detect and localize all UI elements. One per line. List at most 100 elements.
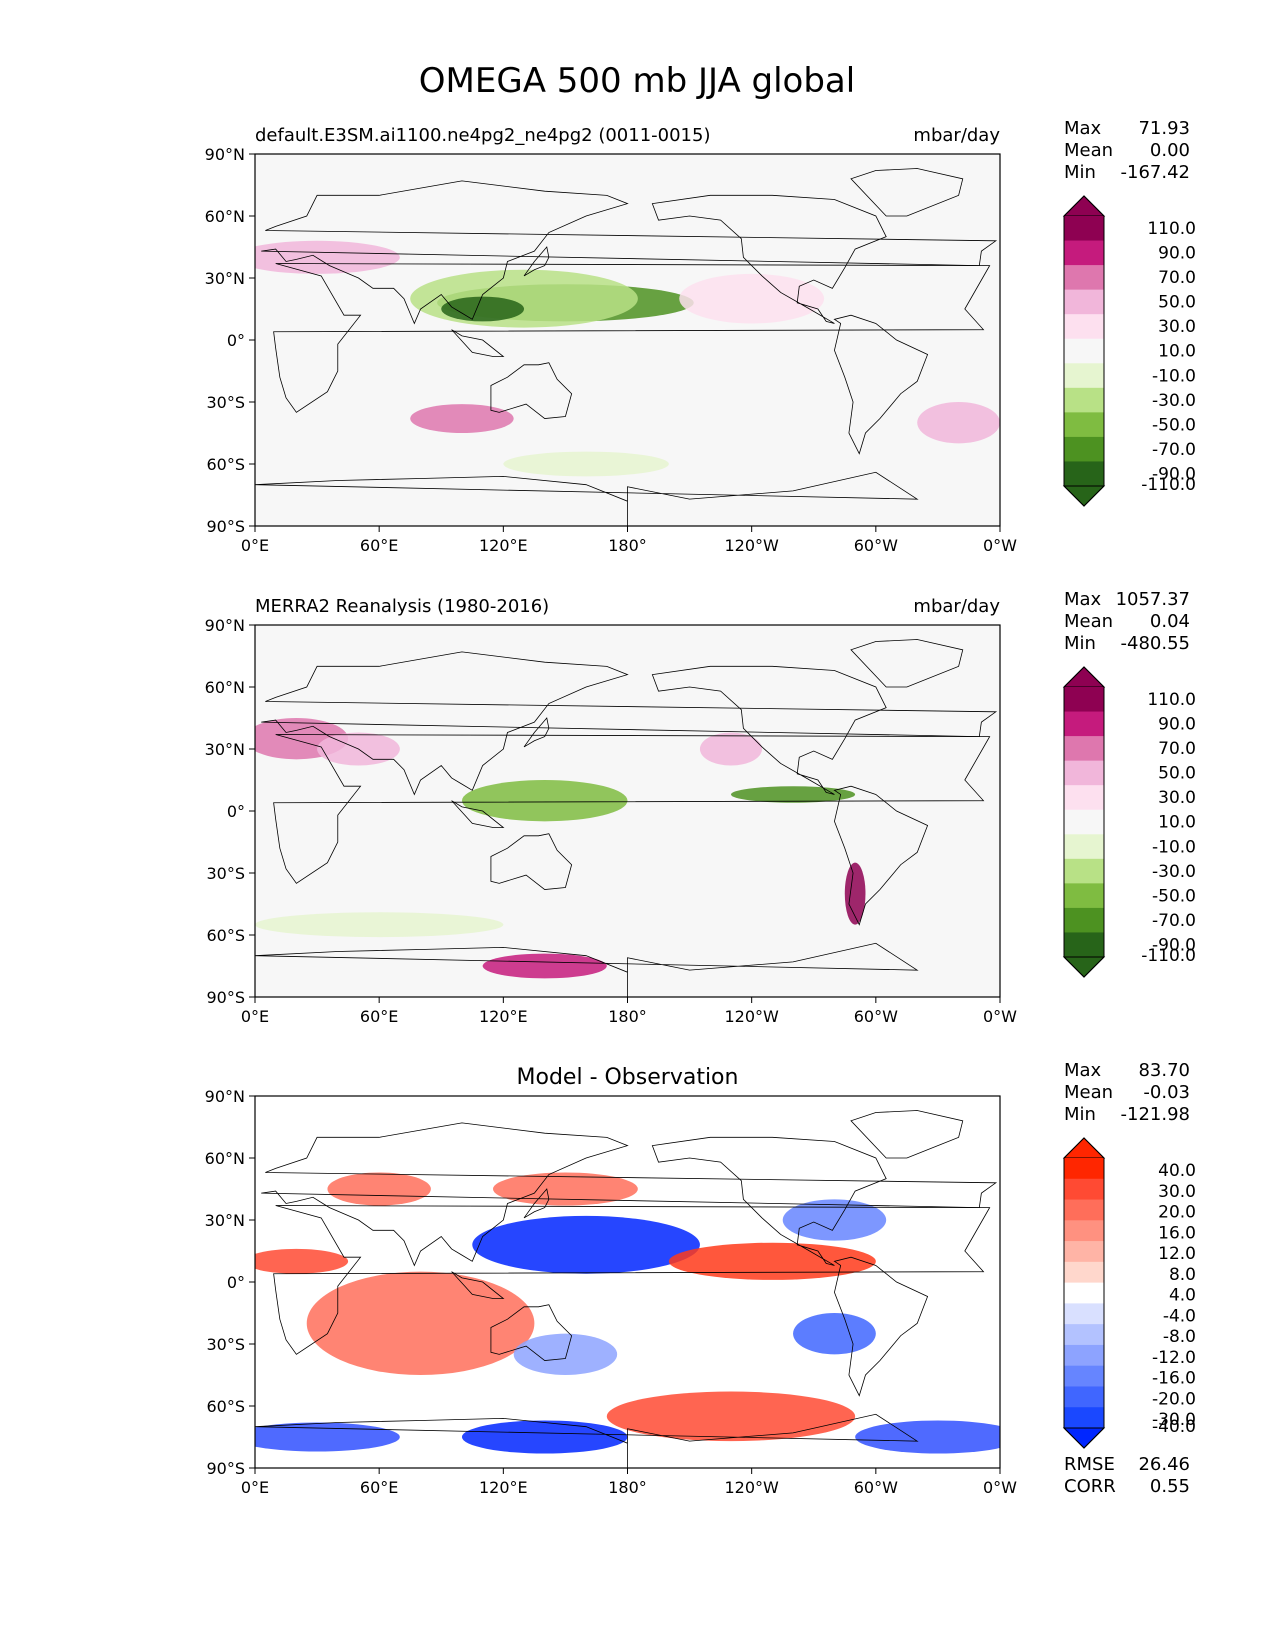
colorbar-label: -10.0 xyxy=(1152,837,1196,857)
coastline xyxy=(651,665,887,795)
panel-left-title: default.E3SM.ai1100.ne4pg2_ne4pg2 (0011-… xyxy=(255,125,710,146)
colorbar-label: -50.0 xyxy=(1152,415,1196,435)
lat-tick-label: 90°S xyxy=(206,517,245,536)
stat-label: Mean xyxy=(1064,1082,1113,1103)
colorbar-label: 30.0 xyxy=(1158,1182,1196,1202)
colorbar-label: -50.0 xyxy=(1152,886,1196,906)
colorbar-label: -8.0 xyxy=(1163,1327,1196,1347)
lon-tick-label: 0°W xyxy=(983,536,1017,555)
stat-value: -121.98 xyxy=(1121,1104,1190,1125)
field-region xyxy=(668,1242,876,1280)
field-region xyxy=(472,1215,700,1274)
lon-tick-label: 60°W xyxy=(854,1007,898,1026)
colorbar-label: -16.0 xyxy=(1152,1369,1196,1389)
lat-tick-label: 30°S xyxy=(206,1335,245,1354)
lat-tick-label: 0° xyxy=(227,802,245,821)
stat-label: Min xyxy=(1064,633,1096,654)
coastline xyxy=(833,314,929,455)
coastline xyxy=(273,734,991,884)
stat-label: Min xyxy=(1064,162,1096,183)
coastline xyxy=(651,194,887,324)
lat-tick-label: 30°N xyxy=(205,269,245,288)
stat-label: Max xyxy=(1064,118,1102,139)
field-region xyxy=(503,451,669,477)
coastline xyxy=(490,1304,573,1361)
colorbar-segment xyxy=(1064,265,1104,291)
coastline xyxy=(833,785,929,926)
colorbar-label: -70.0 xyxy=(1152,911,1196,931)
lat-tick-label: 90°S xyxy=(206,988,245,1007)
stat-label: Min xyxy=(1064,1104,1096,1125)
stat-value: -480.55 xyxy=(1121,633,1190,654)
colorbar-segment xyxy=(1064,1220,1104,1242)
colorbar-extend-bottom xyxy=(1062,1427,1106,1449)
lon-tick-label: 0°E xyxy=(241,1007,269,1026)
colorbar-segment xyxy=(1064,858,1104,884)
lon-tick-label: 60°E xyxy=(360,1478,398,1497)
colorbar-label: -90.0 xyxy=(1152,935,1196,955)
lon-tick-label: 180° xyxy=(608,536,647,555)
stat-label: Mean xyxy=(1064,140,1113,161)
lon-tick-label: 60°W xyxy=(854,536,898,555)
coastline xyxy=(490,362,573,419)
colorbar-segment xyxy=(1064,907,1104,933)
colorbar: 110.0 90.0 70.0 50.0 30.0 10.0 -10.0 -30.0 -50.0… xyxy=(1062,666,1196,978)
lon-tick-label: 120°E xyxy=(479,1478,528,1497)
colorbar-label: 10.0 xyxy=(1158,813,1196,833)
coastline xyxy=(523,1188,550,1219)
colorbar-extend-bottom xyxy=(1062,956,1106,978)
coastline xyxy=(451,1271,505,1299)
colorbar-segment xyxy=(1064,834,1104,860)
stat-value: -0.03 xyxy=(1143,1082,1190,1103)
bottom-stat-value: 0.55 xyxy=(1150,1476,1190,1497)
colorbar-segment xyxy=(1064,711,1104,737)
colorbar-label: 90.0 xyxy=(1158,715,1196,735)
coastline xyxy=(833,1256,929,1397)
lat-tick-label: 60°N xyxy=(205,207,245,226)
field-region xyxy=(793,1313,876,1355)
figure-title: OMEGA 500 mb JJA global xyxy=(419,61,855,101)
lat-tick-label: 90°N xyxy=(205,616,245,635)
field-region xyxy=(461,780,628,822)
lat-tick-label: 0° xyxy=(227,331,245,350)
field-region xyxy=(855,1420,1000,1454)
field-region xyxy=(917,402,1000,444)
colorbar-outline xyxy=(1063,1137,1105,1449)
colorbar-segment xyxy=(1064,363,1104,389)
colorbar-label: -10.0 xyxy=(1152,366,1196,386)
colorbar-label: 50.0 xyxy=(1158,764,1196,784)
colorbar-label: -110.0 xyxy=(1141,946,1196,966)
panel-left-title: MERRA2 Reanalysis (1980-2016) xyxy=(255,596,549,617)
colorbar-segment xyxy=(1064,1282,1104,1304)
field-region xyxy=(679,273,825,324)
coastline xyxy=(451,329,505,357)
colorbar-segment xyxy=(1064,1178,1104,1201)
field-region xyxy=(410,404,514,433)
colorbar-extend-top xyxy=(1062,195,1106,217)
colorbar-segment xyxy=(1064,785,1104,811)
colorbar-extend-top xyxy=(1062,1137,1106,1159)
lon-tick-label: 60°W xyxy=(854,1478,898,1497)
colorbar-segment xyxy=(1064,883,1104,909)
colorbar-segment xyxy=(1064,1261,1104,1284)
coastline xyxy=(261,1122,998,1267)
colorbar-segment xyxy=(1064,338,1104,364)
colorbar-label: -70.0 xyxy=(1152,440,1196,460)
field-region xyxy=(255,912,504,938)
panel-units: mbar/day xyxy=(913,596,1000,617)
colorbar-label: 30.0 xyxy=(1158,317,1196,337)
colorbar-label: 30.0 xyxy=(1158,788,1196,808)
colorbar: 40.030.020.016.012.08.04.0-4.0-8.0-12.0-… xyxy=(1062,1137,1196,1449)
field-region xyxy=(492,1172,638,1206)
field-region xyxy=(255,240,400,274)
panel-1: 90°N 60°N 30°N 0° 30°S 60°S 90°S0°E 60°E 120°E 18… xyxy=(205,118,1196,555)
colorbar-segment xyxy=(1064,1199,1104,1221)
lon-tick-label: 60°E xyxy=(360,1007,398,1026)
panels-group: 90°N60°N30°N0°30°S60°S90°S0°E 60°E 120°E 18… xyxy=(205,118,1196,1497)
lat-tick-label: 90°N xyxy=(205,145,245,164)
coastline xyxy=(523,717,550,748)
colorbar-segment xyxy=(1064,1407,1104,1429)
colorbar-segment xyxy=(1064,1158,1104,1180)
map-background xyxy=(255,625,1000,997)
